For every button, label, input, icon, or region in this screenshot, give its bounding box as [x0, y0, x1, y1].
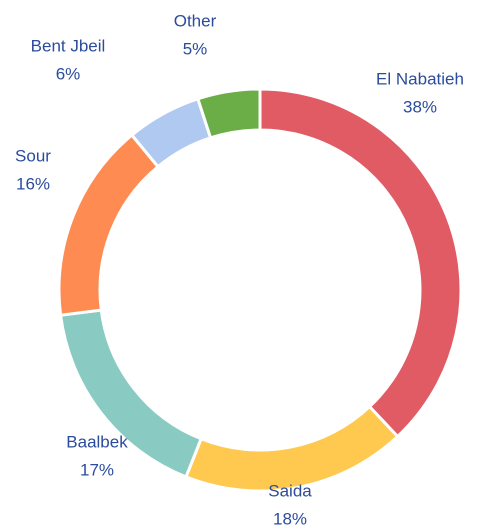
donut-segment — [58, 308, 204, 479]
donut-segment — [184, 404, 400, 493]
segment-label: Saida — [268, 481, 312, 500]
segment-value-label: 18% — [273, 509, 307, 527]
segment-value-label: 16% — [16, 174, 50, 193]
donut-segment — [195, 87, 262, 140]
donut-segment — [57, 133, 161, 317]
donut-segment — [258, 87, 463, 439]
segment-label: Baalbek — [66, 432, 128, 451]
segment-value-label: 17% — [80, 460, 114, 479]
segment-value-label: 6% — [56, 64, 81, 83]
segment-label: El Nabatieh — [376, 69, 464, 88]
segment-value-label: 38% — [403, 97, 437, 116]
segment-label: Sour — [15, 146, 51, 165]
segment-label: Bent Jbeil — [31, 36, 106, 55]
segment-value-label: 5% — [183, 39, 208, 58]
segment-label: Other — [174, 11, 217, 30]
